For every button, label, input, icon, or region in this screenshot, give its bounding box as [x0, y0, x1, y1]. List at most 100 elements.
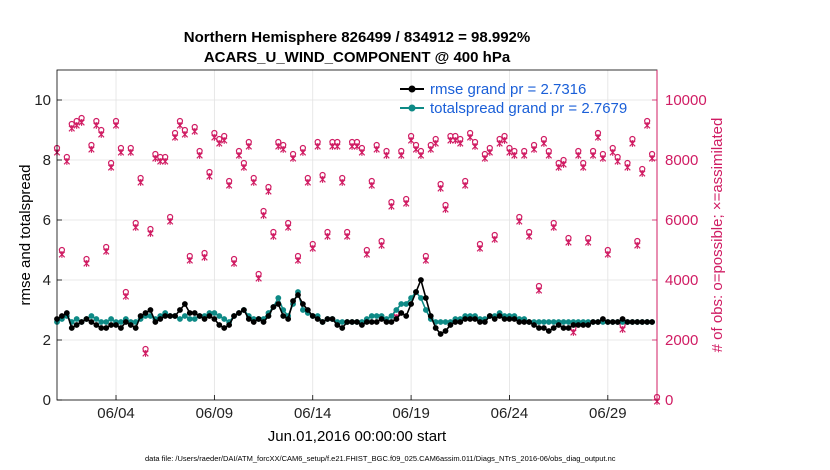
obs-assimilated-point [589, 152, 597, 159]
obs-assimilated-point [624, 164, 631, 171]
right-y-tick-label: 0 [665, 392, 673, 409]
obs-assimilated-point [476, 245, 484, 252]
rmse-point [339, 325, 346, 331]
rmse-point [236, 310, 242, 316]
chart-title-line2: ACARS_U_WIND_COMPONENT @ 400 hPa [204, 49, 511, 66]
obs-assimilated-point [594, 134, 602, 141]
obs-assimilated-point [280, 146, 287, 153]
obs-assimilated-point [181, 131, 189, 138]
left-y-tick-label: 10 [34, 92, 51, 109]
totalspread-point [437, 319, 444, 325]
totalspread-point [73, 316, 80, 322]
x-tick-label: 06/04 [97, 405, 135, 422]
rmse-point [250, 319, 257, 325]
obs-assimilated-point [299, 149, 307, 156]
rmse-point [457, 319, 464, 325]
obs-assimilated-point [240, 164, 248, 171]
rmse-point [162, 313, 169, 319]
rmse-point [619, 316, 626, 322]
x-tick-label: 06/29 [589, 405, 627, 422]
rmse-point [580, 322, 587, 328]
rmse-point [575, 322, 582, 328]
totalspread-point [442, 319, 449, 325]
obs-assimilated-point [98, 131, 105, 138]
rmse-point [477, 319, 483, 325]
rmse-point [83, 316, 90, 322]
obs-assimilated-point [550, 224, 557, 231]
rmse-point [290, 298, 296, 304]
obs-assimilated-point [157, 158, 164, 165]
obs-assimilated-point [334, 143, 341, 150]
obs-assimilated-point [525, 233, 533, 240]
rmse-point [422, 295, 429, 301]
obs-assimilated-point [634, 242, 641, 249]
totalspread-point [545, 319, 552, 325]
rmse-series [54, 277, 655, 337]
rmse-point [137, 313, 144, 319]
obs-assimilated-point [516, 218, 523, 225]
obs-assimilated-point [83, 260, 90, 267]
rmse-point [226, 322, 233, 328]
obs-assimilated-point [284, 224, 292, 231]
totalspread-point [221, 316, 228, 322]
obs-assimilated-point [319, 176, 326, 183]
obs-assimilated-point [383, 152, 390, 159]
left-y-tick-label: 4 [43, 272, 51, 289]
obs-assimilated-point [402, 200, 410, 207]
rmse-point [265, 313, 272, 319]
rmse-point [172, 313, 178, 319]
obs-assimilated-point [501, 137, 508, 144]
obs-assimilated-point [309, 245, 316, 252]
obs-assimilated-point [147, 230, 154, 237]
obs-assimilated-point [555, 164, 562, 171]
totalspread-point [422, 307, 429, 313]
left-y-tick-label: 2 [43, 332, 51, 349]
totalspread-point [550, 319, 557, 325]
obs-assimilated-point [127, 149, 134, 156]
obs-assimilated-point [619, 326, 626, 333]
totalspread-point [191, 316, 198, 322]
obs-assimilated-point [343, 233, 351, 240]
obs-assimilated-point [137, 179, 144, 186]
rmse-point [142, 310, 149, 316]
obs-assimilated-point [575, 152, 582, 159]
obs-assimilated-point [221, 137, 228, 144]
rmse-point [403, 313, 410, 319]
x-tick-label: 06/19 [392, 405, 430, 422]
rmse-point [644, 319, 651, 325]
rmse-point [418, 277, 424, 283]
obs-assimilated-point [162, 158, 169, 165]
totalspread-point [393, 307, 400, 313]
legend-rmse-marker [408, 85, 416, 93]
rmse-point [132, 325, 139, 331]
rmse-point [516, 319, 523, 325]
rmse-point [393, 316, 400, 322]
obs-assimilated-point [565, 239, 572, 246]
totalspread-point [93, 316, 100, 322]
rmse-point [496, 313, 503, 319]
rmse-point [560, 325, 567, 331]
rmse-point [427, 313, 434, 319]
rmse-point [157, 316, 164, 322]
obs-assimilated-point [363, 251, 371, 258]
obs-assimilated-point [260, 212, 267, 219]
obs-assimilated-point [93, 122, 100, 129]
rmse-point [73, 322, 80, 328]
rmse-point [600, 316, 606, 322]
left-y-tick-label: 8 [43, 152, 51, 169]
rmse-point [98, 325, 105, 331]
obs-assimilated-point [329, 143, 336, 150]
obs-assimilated-point [201, 254, 208, 261]
obs-assimilated-point [643, 122, 651, 129]
footer-data-file: data file: /Users/raeder/DAI/ATM_forcXX/… [145, 454, 616, 463]
rmse-point [501, 316, 508, 322]
totalspread-point [98, 319, 105, 325]
obs-assimilated-point [88, 146, 95, 153]
rmse-point [167, 313, 174, 319]
rmse-point [181, 301, 188, 307]
obs-assimilated-point [407, 137, 415, 144]
right-y-axis: 0 2000 4000 6000 8000 10000 [652, 70, 707, 409]
obs-assimilated-point [629, 140, 636, 147]
rmse-point [314, 316, 321, 322]
